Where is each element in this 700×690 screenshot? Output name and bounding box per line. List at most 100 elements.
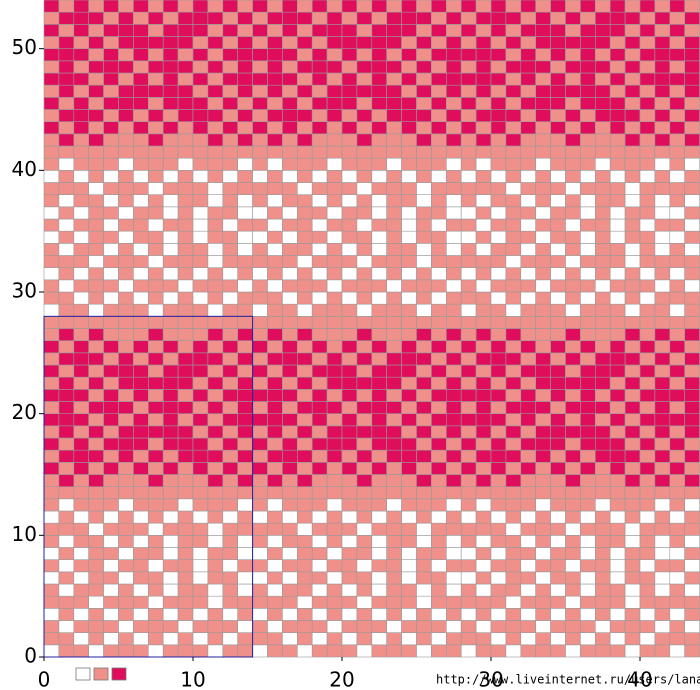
cell (267, 413, 283, 427)
cell (207, 364, 224, 378)
cell (177, 133, 194, 147)
cell (416, 36, 432, 49)
cell (580, 11, 596, 25)
cell (177, 60, 194, 74)
cell (654, 474, 671, 487)
cell (267, 267, 283, 281)
cell (58, 352, 75, 366)
cell (609, 182, 626, 195)
cell (535, 474, 551, 487)
cell (460, 48, 477, 62)
cell (73, 413, 90, 427)
cell (356, 559, 373, 573)
cell (118, 535, 134, 548)
cell (103, 121, 119, 135)
cell (460, 218, 477, 232)
cell (58, 449, 75, 463)
cell (207, 60, 224, 74)
cell (684, 328, 700, 341)
cell (356, 644, 373, 658)
cell (103, 364, 119, 378)
cell (565, 24, 581, 37)
cell (177, 389, 194, 402)
cell (133, 121, 149, 135)
cell (609, 437, 626, 451)
cell (594, 352, 611, 366)
cell (609, 206, 626, 220)
cell (505, 145, 522, 159)
cell (505, 449, 522, 463)
cell (311, 486, 328, 500)
cell (296, 121, 313, 135)
cell (639, 498, 656, 512)
cell (43, 109, 60, 122)
cell (326, 364, 343, 378)
cell (371, 303, 387, 317)
cell (58, 145, 75, 159)
cell (416, 595, 432, 609)
cell (103, 389, 119, 402)
cell (296, 255, 313, 268)
cell (148, 72, 164, 86)
cell (252, 376, 268, 390)
cell (192, 352, 209, 366)
cell (103, 170, 119, 183)
cell (341, 389, 358, 402)
cell (356, 145, 373, 159)
cell (133, 170, 149, 183)
cell (580, 255, 596, 268)
cell (445, 644, 462, 658)
cell (505, 194, 522, 208)
cell (356, 632, 373, 646)
cell (237, 157, 253, 171)
cell (177, 121, 194, 135)
cell (222, 145, 239, 159)
cell (565, 352, 581, 366)
cell (103, 474, 119, 487)
cell (282, 632, 298, 646)
cell (88, 620, 104, 633)
cell (490, 340, 507, 354)
cell (565, 535, 581, 548)
cell (565, 72, 581, 86)
cell (192, 133, 209, 147)
cell (565, 571, 581, 585)
cell (505, 97, 522, 110)
cell (207, 291, 224, 305)
cell (386, 194, 402, 208)
cell (133, 60, 149, 74)
cell (296, 364, 313, 378)
cell (177, 170, 194, 183)
cell (118, 109, 134, 122)
cell (162, 194, 179, 208)
cell (237, 279, 253, 293)
cell (88, 449, 104, 463)
cell (580, 218, 596, 232)
cell (207, 279, 224, 293)
cell (445, 486, 462, 500)
cell (371, 84, 387, 98)
cell (475, 413, 492, 427)
cell (356, 230, 373, 244)
cell (609, 462, 626, 475)
cell (73, 547, 90, 560)
cell (684, 279, 700, 293)
cell (237, 291, 253, 305)
cell (624, 145, 641, 159)
cell (520, 401, 536, 414)
cell (252, 510, 268, 524)
cell (550, 474, 566, 487)
cell (371, 328, 387, 341)
cell (654, 364, 671, 378)
cell (88, 279, 104, 293)
cell (133, 413, 149, 427)
cell (356, 24, 373, 37)
cell (177, 535, 194, 548)
cell (296, 437, 313, 451)
cell (43, 182, 60, 195)
cell (609, 449, 626, 463)
cell (267, 425, 283, 439)
cell (386, 48, 402, 62)
cell (520, 48, 536, 62)
cell (133, 97, 149, 110)
